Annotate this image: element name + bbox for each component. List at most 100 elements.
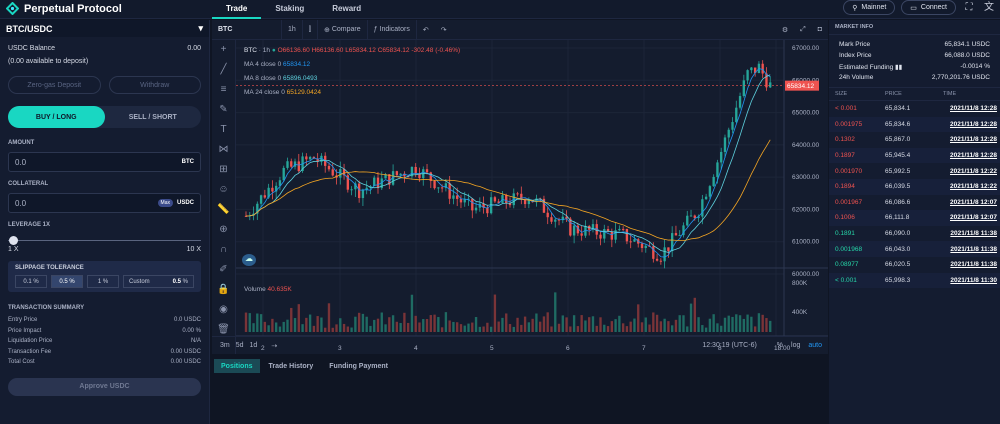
lock-draw-icon[interactable]: ✐ <box>219 264 228 275</box>
volume-bar <box>369 325 372 332</box>
brand-logo[interactable]: Perpetual Protocol <box>6 2 122 15</box>
total-cost-label: Total Cost <box>8 359 35 366</box>
slippage-custom-input[interactable]: Custom 0.5 % <box>123 275 194 288</box>
compare-button[interactable]: ⊕ Compare <box>318 19 368 40</box>
trade-time-link[interactable]: 2021/11/8 12:28 <box>950 136 997 144</box>
pair-selector[interactable]: BTC/USDC ▾ <box>0 20 209 37</box>
tab-trade-history[interactable]: Trade History <box>268 362 314 370</box>
legend-low: L65834.12 <box>345 47 376 54</box>
crosshair-icon[interactable]: + <box>220 44 227 55</box>
funding-chart-icon[interactable]: ▮▮ <box>895 63 903 71</box>
log-toggle[interactable]: log <box>791 342 801 349</box>
slippage-1[interactable]: 1 % <box>87 275 119 288</box>
trade-time-link[interactable]: 2021/11/8 11:30 <box>950 276 997 284</box>
slippage-0.1[interactable]: 0.1 % <box>15 275 47 288</box>
volume-bar <box>388 317 391 332</box>
symbol-search[interactable]: BTC <box>212 19 282 40</box>
tab-reward[interactable]: Reward <box>332 4 362 13</box>
percent-toggle[interactable]: % <box>776 342 784 349</box>
buy-long-tab[interactable]: BUY / LONG <box>8 106 105 128</box>
volume-bar <box>331 327 334 332</box>
candle-body <box>384 174 387 179</box>
approve-usdc-button[interactable]: Approve USDC <box>8 377 201 396</box>
trade-time-link[interactable]: 2021/11/8 12:07 <box>950 198 997 206</box>
brush-icon[interactable]: ✎ <box>219 104 228 115</box>
slippage-0.5[interactable]: 0.5 % <box>51 275 83 288</box>
interval-button[interactable]: 1h <box>282 19 303 40</box>
slider-handle[interactable] <box>9 236 18 245</box>
perp-logo-icon <box>6 2 19 15</box>
collateral-input[interactable]: 0.0 Max USDC <box>8 193 201 213</box>
price-chart[interactable]: 67000.0066000.0065000.0064000.0063000.00… <box>236 40 828 354</box>
trash-icon[interactable]: 🗑 <box>217 324 230 335</box>
fullscreen-icon[interactable]: ⤢ <box>800 25 806 33</box>
zero-gas-deposit-button[interactable]: Zero-gas Deposit <box>8 76 101 94</box>
trade-time-link[interactable]: 2021/11/8 12:22 <box>950 183 997 191</box>
horizontal-line-icon[interactable]: ≡ <box>220 84 227 95</box>
ma8-label: MA 8 close 0 <box>244 75 282 82</box>
candle-body <box>305 156 308 160</box>
tab-staking[interactable]: Staking <box>275 4 305 13</box>
trade-time-link[interactable]: 2021/11/8 12:28 <box>950 120 997 128</box>
range-3m[interactable]: 3m <box>220 342 230 349</box>
volume-bar <box>689 303 693 332</box>
candle-body <box>689 215 693 217</box>
text-icon[interactable]: T <box>220 124 227 135</box>
volume-tick: 800K <box>792 280 808 287</box>
network-tree-icon[interactable]: ⛶ <box>965 1 973 13</box>
trade-time-link[interactable]: 2021/11/8 12:07 <box>950 214 997 222</box>
trade-time-link[interactable]: 2021/11/8 12:28 <box>950 105 997 113</box>
trade-time-link[interactable]: 2021/11/8 11:38 <box>950 230 997 238</box>
trade-row: 0.08977 66,020.5 2021/11/8 11:38 <box>829 257 1000 273</box>
brand-name: Perpetual Protocol <box>24 2 122 15</box>
range-5d[interactable]: 5d <box>235 342 244 349</box>
trade-time-link[interactable]: 2021/11/8 11:38 <box>950 245 997 253</box>
leverage-slider[interactable] <box>8 236 201 245</box>
eye-icon[interactable]: ◉ <box>219 304 228 315</box>
price-impact-label: Price Impact <box>8 327 42 334</box>
lock-icon[interactable]: 🔒 <box>217 284 230 295</box>
auto-toggle[interactable]: auto <box>808 342 822 349</box>
magnet-icon[interactable]: ∩ <box>219 244 228 255</box>
sell-short-tab[interactable]: SELL / SHORT <box>128 113 177 121</box>
emoji-icon[interactable]: ☺ <box>218 184 229 195</box>
candle-type-icon[interactable]: ⫿ <box>303 19 319 40</box>
max-button[interactable]: Max <box>157 199 173 207</box>
trade-time-link[interactable]: 2021/11/8 11:38 <box>950 261 997 269</box>
indicators-button[interactable]: ƒ Indicators <box>368 19 417 40</box>
candle-body <box>478 203 482 208</box>
candle-body <box>610 231 614 240</box>
pattern-icon[interactable]: ⋈ <box>218 144 229 155</box>
trade-time-link[interactable]: 2021/11/8 12:28 <box>950 152 997 160</box>
redo-icon[interactable]: ↷ <box>440 26 447 34</box>
liquidation-price-value: N/A <box>190 338 201 345</box>
connect-button[interactable]: ▭ Connect <box>901 0 956 15</box>
legend-open: O66136.60 <box>277 47 310 54</box>
trade-time-link[interactable]: 2021/11/8 12:22 <box>950 167 997 175</box>
candle-body <box>716 162 719 177</box>
ruler-icon[interactable]: 📏 <box>217 204 230 215</box>
screenshot-icon[interactable]: ◘ <box>817 26 822 33</box>
tab-trade[interactable]: Trade <box>212 0 262 19</box>
goto-date-icon[interactable]: ⇢ <box>271 342 278 350</box>
volume-bar <box>520 324 523 332</box>
trendline-icon[interactable]: ╱ <box>220 64 227 75</box>
legend-high: H66136.60 <box>311 47 344 54</box>
volume-bar <box>686 326 689 332</box>
candle-body <box>346 175 350 190</box>
tab-positions[interactable]: Positions <box>214 359 260 373</box>
undo-icon[interactable]: ↶ <box>422 26 429 34</box>
amount-input[interactable]: 0.0 BTC <box>8 152 201 172</box>
withdraw-button[interactable]: Withdraw <box>108 76 201 94</box>
language-icon[interactable]: 文 <box>984 1 994 13</box>
settings-icon[interactable]: ⚙ <box>781 26 789 34</box>
tab-funding-payment[interactable]: Funding Payment <box>329 362 388 370</box>
zoom-icon[interactable]: ⊕ <box>219 224 228 235</box>
volume-bar <box>312 325 316 332</box>
volume-bar <box>508 324 512 332</box>
fib-icon[interactable]: ⊞ <box>219 164 228 175</box>
network-button[interactable]: ⚲ Mainnet <box>843 0 896 15</box>
candle-body <box>682 225 685 236</box>
range-1d[interactable]: 1d <box>249 342 258 349</box>
candle-body <box>486 207 489 214</box>
